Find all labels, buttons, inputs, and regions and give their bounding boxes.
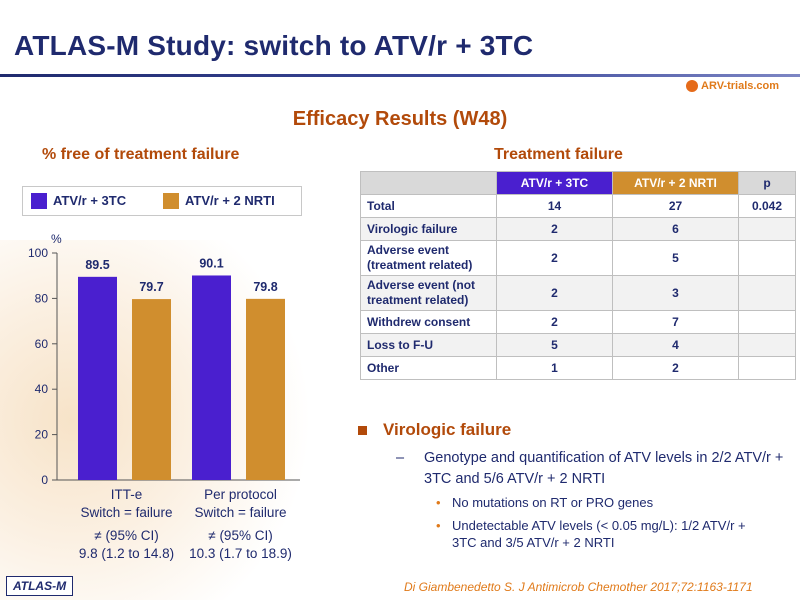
legend-label-series-1: ATV/r + 3TC xyxy=(53,193,127,208)
table-cell: 6 xyxy=(612,217,739,241)
bar-data-label: 79.8 xyxy=(253,280,277,294)
table-row-label: Virologic failure xyxy=(360,217,497,241)
notes-dash-text: Genotype and quantification of ATV level… xyxy=(424,450,784,487)
notes-dot-text: No mutations on RT or PRO genes xyxy=(452,495,654,510)
table-cell: 0.042 xyxy=(738,194,796,218)
legend-label-series-2: ATV/r + 2 NRTI xyxy=(185,193,275,208)
arv-trials-logo: ARV-trials.com xyxy=(686,80,780,93)
table-cell: 2 xyxy=(496,310,613,334)
legend-swatch-series-2 xyxy=(163,193,179,209)
dash-bullet: – xyxy=(396,450,405,466)
table-cell: 7 xyxy=(612,310,739,334)
notes-dot-text: Undetectable ATV levels (< 0.05 mg/L): 1… xyxy=(452,518,746,550)
table-cell: 2 xyxy=(496,275,613,311)
x-category-label: Per protocol xyxy=(204,487,277,502)
y-tick-label: 0 xyxy=(41,473,48,487)
treatment-failure-table: ATV/r + 3TC ATV/r + 2 NRTI p Total 14 27… xyxy=(360,171,796,380)
table-header-cell: ATV/r + 3TC xyxy=(496,171,613,195)
table-row: Adverse event (not treatment related) 2 … xyxy=(360,275,796,311)
bar-data-label: 79.7 xyxy=(139,280,163,294)
table-row-label: Withdrew consent xyxy=(360,310,497,334)
table-row: Other 1 2 xyxy=(360,356,796,380)
logo-text: ARV-trials.com xyxy=(701,80,780,92)
table-row-label: Total xyxy=(360,194,497,218)
y-tick-label: 20 xyxy=(35,428,49,442)
x-category-sublabel: Switch = failure xyxy=(81,505,173,520)
table-cell xyxy=(738,217,796,241)
table-cell xyxy=(738,310,796,334)
background-decoration xyxy=(0,240,360,600)
table-cell xyxy=(738,356,796,380)
category-ci-label: 9.8 (1.2 to 14.8) xyxy=(79,546,174,561)
y-tick-label: 60 xyxy=(35,337,49,351)
table-row: Total 14 27 0.042 xyxy=(360,194,796,218)
category-stat-label: ≠ (95% CI) xyxy=(208,528,272,543)
table-row-label: Loss to F-U xyxy=(360,333,497,357)
dot-bullet-icon: • xyxy=(436,518,441,533)
square-bullet-icon xyxy=(358,426,367,436)
table-cell: 3 xyxy=(612,275,739,311)
table-subtitle: Treatment failure xyxy=(494,146,623,163)
legend-swatch-series-1 xyxy=(31,193,47,209)
dot-bullet-icon: • xyxy=(436,495,441,510)
table-cell xyxy=(738,240,796,276)
table-cell: 4 xyxy=(612,333,739,357)
table-row-label: Adverse event (not treatment related) xyxy=(360,275,497,311)
bar xyxy=(192,275,231,480)
table-row-label: Adverse event (treatment related) xyxy=(360,240,497,276)
table-cell xyxy=(738,333,796,357)
table-row: Withdrew consent 2 7 xyxy=(360,310,796,334)
category-stat-label: ≠ (95% CI) xyxy=(94,528,158,543)
logo-icon xyxy=(686,80,698,93)
y-axis-label: % xyxy=(51,232,62,246)
table-cell xyxy=(738,275,796,311)
bar-data-label: 90.1 xyxy=(199,256,223,270)
table-row: Virologic failure 2 6 xyxy=(360,217,796,241)
y-tick-label: 80 xyxy=(35,291,49,305)
table-cell: 1 xyxy=(496,356,613,380)
x-category-sublabel: Switch = failure xyxy=(195,505,287,520)
bar-data-label: 89.5 xyxy=(85,258,109,272)
table-cell: 5 xyxy=(612,240,739,276)
table-cell: 2 xyxy=(496,217,613,241)
table-cell: 14 xyxy=(496,194,613,218)
table-cell: 27 xyxy=(612,194,739,218)
table-header-row: ATV/r + 3TC ATV/r + 2 NRTI p xyxy=(360,171,796,195)
table-header-cell: ATV/r + 2 NRTI xyxy=(612,171,739,195)
table-row: Loss to F-U 5 4 xyxy=(360,333,796,357)
table-cell: 2 xyxy=(612,356,739,380)
notes-heading: Virologic failure xyxy=(358,420,511,440)
chart-legend: ATV/r + 3TC ATV/r + 2 NRTI xyxy=(22,186,302,216)
section-title: Efficacy Results (W48) xyxy=(292,108,508,130)
table-row-label: Other xyxy=(360,356,497,380)
citation: Di Giambenedetto S. J Antimicrob Chemoth… xyxy=(404,580,753,594)
table-row: Adverse event (treatment related) 2 5 xyxy=(360,240,796,276)
notes-heading-text: Virologic failure xyxy=(383,420,512,439)
title-underline xyxy=(0,74,800,77)
bar xyxy=(246,298,285,480)
category-ci-label: 10.3 (1.7 to 18.9) xyxy=(189,546,292,561)
table-header-cell xyxy=(360,171,497,195)
x-category-label: ITT-e xyxy=(111,487,143,502)
table-cell: 2 xyxy=(496,240,613,276)
table-cell: 5 xyxy=(496,333,613,357)
y-tick-label: 40 xyxy=(35,382,49,396)
bar xyxy=(132,299,171,480)
study-badge: ATLAS-M xyxy=(6,576,74,596)
table-header-cell: p xyxy=(738,171,796,195)
slide-title: ATLAS-M Study: switch to ATV/r + 3TC xyxy=(14,30,534,61)
y-tick-label: 100 xyxy=(28,246,48,260)
bar xyxy=(78,276,117,480)
chart-subtitle: % free of treatment failure xyxy=(42,146,240,163)
